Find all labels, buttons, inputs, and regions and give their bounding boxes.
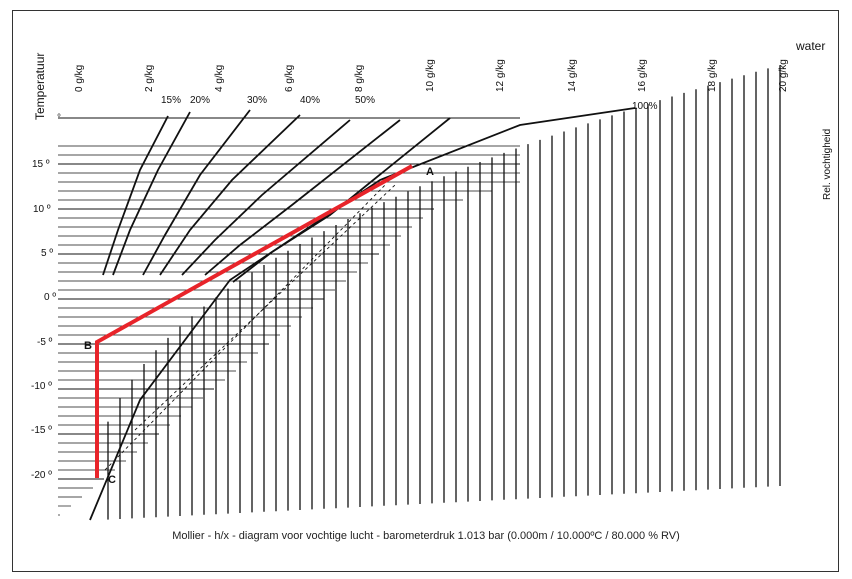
temperature-label: 5 º	[41, 248, 53, 259]
rh-curve	[102, 115, 169, 276]
rh-label: 40%	[300, 95, 320, 106]
rh-curve	[181, 119, 351, 276]
moisture-label: 4 g/kg	[214, 65, 225, 92]
water-label: water	[795, 39, 825, 53]
rh-label: 100%	[632, 101, 658, 112]
rh-axis-label: Rel. vochtigheid	[822, 129, 833, 200]
rh-curve	[204, 119, 401, 276]
grid-lines	[58, 117, 520, 516]
moisture-label: 6 g/kg	[284, 65, 295, 92]
rh-label: 50%	[355, 95, 375, 106]
rh-curve	[112, 111, 191, 276]
y-axis-label: Temperatuur	[33, 53, 47, 120]
rh-curve	[142, 109, 251, 276]
temperature-label: -20 º	[31, 470, 52, 481]
temperature-label: -15 º	[31, 425, 52, 436]
rh-label: 20%	[190, 95, 210, 106]
moisture-label: 14 g/kg	[567, 59, 578, 92]
dashed-reference-line	[104, 184, 386, 471]
process-line	[95, 164, 413, 478]
diagram-frame	[12, 10, 839, 572]
moisture-label: 20 g/kg	[778, 59, 789, 92]
temperature-label: -10 º	[31, 381, 52, 392]
rh-curve	[89, 107, 636, 521]
relative-humidity-curves	[89, 107, 636, 521]
moisture-label: 10 g/kg	[425, 59, 436, 92]
temperature-label: 0 º	[44, 292, 56, 303]
temperature-label: -5 º	[37, 337, 53, 348]
temperature-label: 15 º	[32, 159, 50, 170]
moisture-label: 0 g/kg	[74, 65, 85, 92]
moisture-label: 16 g/kg	[637, 59, 648, 92]
point-label: C	[108, 474, 116, 486]
temperature-label: °	[57, 113, 61, 124]
diagram-caption: Mollier - h/x - diagram voor vochtige lu…	[172, 530, 680, 542]
rh-label: 30%	[247, 95, 267, 106]
point-label: A	[426, 166, 434, 178]
vertical-moisture-lines	[107, 65, 781, 520]
moisture-label: 8 g/kg	[354, 65, 365, 92]
rh-labels: 15% 20% 30% 40% 50% 100%	[161, 95, 658, 112]
rh-label: 15%	[161, 95, 181, 106]
point-label: B	[84, 340, 92, 352]
moisture-label: 2 g/kg	[144, 65, 155, 92]
moisture-label: 12 g/kg	[495, 59, 506, 92]
process-path	[95, 164, 413, 478]
point-labels: A B C	[84, 166, 434, 486]
rh-curve	[159, 114, 301, 276]
moisture-labels: 0 g/kg 2 g/kg 4 g/kg 6 g/kg 8 g/kg 10 g/kg 12 …	[74, 59, 789, 92]
temperature-labels: ° 15 º 10 º 5 º 0 º -5 º -10 º -15 º -20 º	[31, 113, 61, 481]
dashed-lines	[104, 184, 396, 471]
moisture-label: 18 g/kg	[707, 59, 718, 92]
temperature-label: 10 º	[33, 204, 51, 215]
